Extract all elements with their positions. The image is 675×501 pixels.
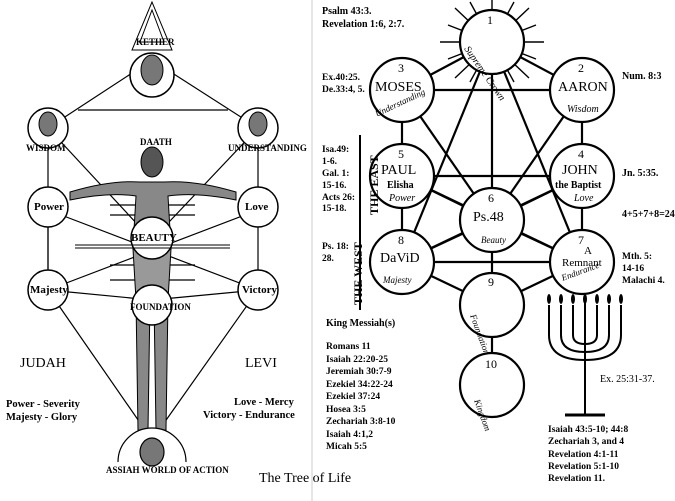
left-daath-label: DAATH [140,137,172,147]
ref-ps18: Ps. 18: 28. [322,242,349,266]
messiah-ref: Ezekiel 34:22-24 [326,379,393,390]
sephirah-5-num: 5 [398,147,404,161]
sephirah-7-num: 7 [578,233,584,247]
right-notes: Love - Mercy Victory - Endurance [203,396,295,422]
sephirah-2-sub: Wisdom [567,104,599,115]
messiah-ref: Isaiah 4:1,2 [326,429,373,440]
ref-isa49-line: 15-16. [322,180,347,191]
top-ref-psalm: Psalm 43:3. [322,6,372,17]
ref-isa49-line: 15-18. [322,204,347,215]
label-the-west: THE WEST [351,242,365,305]
left-understanding-label: UNDERSTANDING [228,143,307,153]
ref-ex40-line: De.33:4, 5. [322,84,365,95]
messiah-ref: Ezekiel 37:24 [326,392,381,403]
sephirah-6-sub: Beauty [481,235,506,245]
sephirah-8-name: DaViD [380,251,420,266]
sephirah-9-num: 9 [488,275,494,289]
ref-num8: Num. 8:3 [622,71,662,82]
tribe-judah: JUDAH [20,356,66,371]
ref-isa49-line: Gal. 1: [322,168,350,179]
node-victory-label: Victory [242,284,278,296]
tribe-levi: LEVI [245,356,277,371]
ref-isa49: Isa.49: 1-6. Gal. 1: 15-16. Acts 26: 15-… [322,145,355,216]
messiah-ref: Romans 11 [326,342,371,352]
node-majesty-label: Majesty [30,284,68,296]
node-beauty-label: BEAUTY [131,232,177,244]
sephirah-4-num: 4 [578,147,584,161]
bottom-refs: Isaiah 43:5-10; 44:8 Zechariah 3, and 4 … [548,424,628,486]
ref-jn: Jn. 5:35. [622,168,659,179]
sephirah-5-sub: Power [389,193,416,204]
left-wisdom-label: WISDOM [26,143,66,153]
sephirah-3-num: 3 [398,61,404,75]
note-love: Love - Mercy [233,397,294,408]
sephirah-7-name: A [584,245,592,257]
messiah-ref: Jeremiah 30:7-9 [326,367,392,378]
sephirah-2-num: 2 [578,61,584,75]
left-kether-label: KETHER [136,37,175,47]
bottom-ref: Revelation 11. [548,474,605,485]
messiah-refs: Romans 11 Isaiah 22:20-25 Jeremiah 30:7-… [326,341,395,454]
sephirah-2-name: AARON [558,80,608,95]
ref-isa49-line: Acts 26: [322,192,355,203]
note-power: Power - Severity [6,399,80,410]
sephirah-6-name: Ps.48 [473,210,504,225]
ref-isa49-line: 1-6. [322,156,338,167]
left-malkuth-label: ASSIAH WORLD OF ACTION [106,465,229,475]
sephirah-1-num: 1 [487,13,493,27]
sephirah-5-name2: Elisha [387,180,414,191]
sephirah-8-sub: Majesty [383,275,412,285]
left-notes: Power - Severity Majesty - Glory [6,398,80,424]
sephirah-4-name2: the Baptist [555,180,602,191]
messiah-ref: Isaiah 22:20-25 [326,354,389,365]
sephirah-7-name2: Remnant [562,257,602,269]
messiah-title: King Messiah(s) [326,318,396,329]
ref-ex40: Ex.40:25. De.33:4, 5. [322,73,365,97]
ref-ex40-line: Ex.40:25. [322,73,360,83]
ref-mth-line: 14-16 [622,263,645,274]
node-love-label: Love [245,201,269,213]
sephirah-5-name: PAUL [381,163,417,178]
sephirah-4-name: JOHN [562,163,598,178]
ref-mth: Mth. 5: 14-16 Malachi 4. [622,252,665,288]
sephirah-10-num: 10 [485,357,497,371]
messiah-ref: Zechariah 3:8-10 [326,417,396,428]
sephirah-3-name: MOSES [375,80,422,95]
sephirah-8-num: 8 [398,233,404,247]
sephirah-6-num: 6 [488,191,494,205]
ref-ps18-line: 28. [322,253,334,264]
ref-ps18-line: Ps. 18: [322,242,349,252]
top-refs: Psalm 43:3. Revelation 1:6, 2:7. [322,6,404,31]
top-ref-revelation: Revelation 1:6, 2:7. [322,18,405,30]
messiah-ref: Hosea 3:5 [326,404,366,415]
ref-sum: 4+5+7+8=24 [622,209,675,220]
caption: The Tree of Life [259,471,352,486]
sephirah-4-sub: Love [574,193,594,204]
bottom-ref: Revelation 4:1-11 [548,449,619,460]
note-majesty: Majesty - Glory [6,412,78,424]
ref-mth-line: Mth. 5: [622,252,653,262]
ref-isa49-line: Isa.49: [322,145,350,155]
bottom-ref: Zechariah 3, and 4 [548,437,625,448]
node-power-label: Power [34,201,64,213]
bottom-ref: Revelation 5:1-10 [548,462,619,473]
left-foundation-label: FOUNDATION [130,302,191,312]
ref-mth-line: Malachi 4. [622,275,665,286]
bottom-ref: Isaiah 43:5-10; 44:8 [548,425,629,435]
messiah-ref: Micah 5:5 [326,442,367,453]
note-victory: Victory - Endurance [203,410,295,422]
label-the-east: THE EAST [367,155,381,215]
ref-ex25: Ex. 25:31-37. [600,374,655,385]
